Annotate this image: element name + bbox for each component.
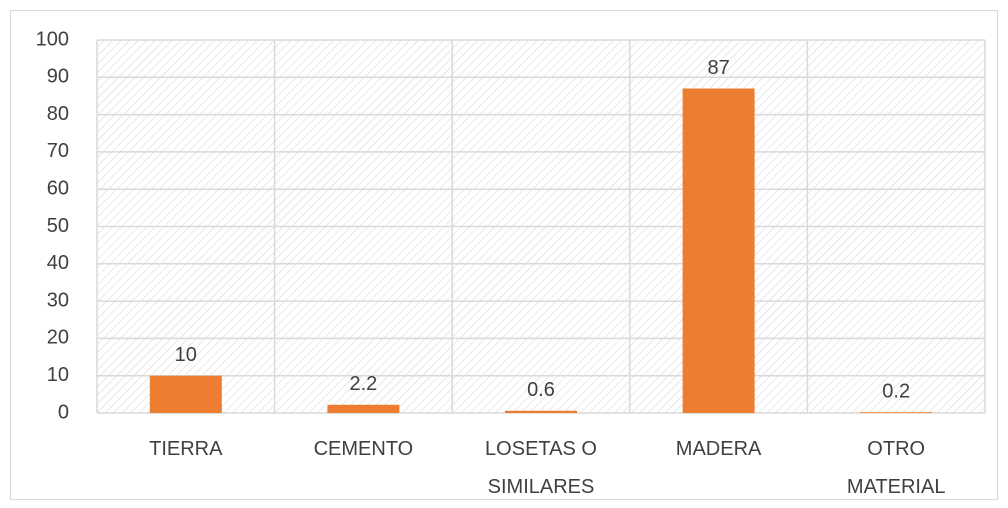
- y-tick-label: 60: [47, 177, 69, 199]
- data-label: 0.2: [882, 381, 910, 403]
- y-tick-label: 40: [47, 252, 69, 274]
- x-tick-label: MADERA: [675, 438, 762, 460]
- bar: [149, 375, 222, 413]
- x-tick-label: TIERRA: [149, 438, 223, 460]
- bar: [505, 410, 577, 413]
- y-tick-label: 30: [47, 289, 69, 311]
- x-tick-label: CEMENTO: [313, 438, 414, 460]
- x-tick-label: LOSETAS O SIMILARES: [485, 438, 597, 498]
- data-label: 2.2: [349, 373, 377, 395]
- y-tick-label: 10: [47, 364, 69, 386]
- y-tick-label: 20: [47, 327, 69, 349]
- y-tick-label: 50: [47, 215, 69, 237]
- data-label: 10: [175, 344, 197, 366]
- y-tick-label: 100: [36, 28, 69, 50]
- bar: [682, 88, 755, 414]
- y-tick-label: 90: [47, 66, 69, 88]
- data-label: 87: [707, 57, 729, 79]
- y-tick-label: 80: [47, 103, 69, 125]
- y-tick-label: 0: [58, 401, 69, 423]
- bar: [327, 404, 400, 413]
- y-tick-label: 70: [47, 140, 69, 162]
- bar: [860, 412, 933, 413]
- data-label: 0.6: [527, 379, 555, 401]
- x-tick-label: OTRO MATERIAL: [846, 438, 946, 498]
